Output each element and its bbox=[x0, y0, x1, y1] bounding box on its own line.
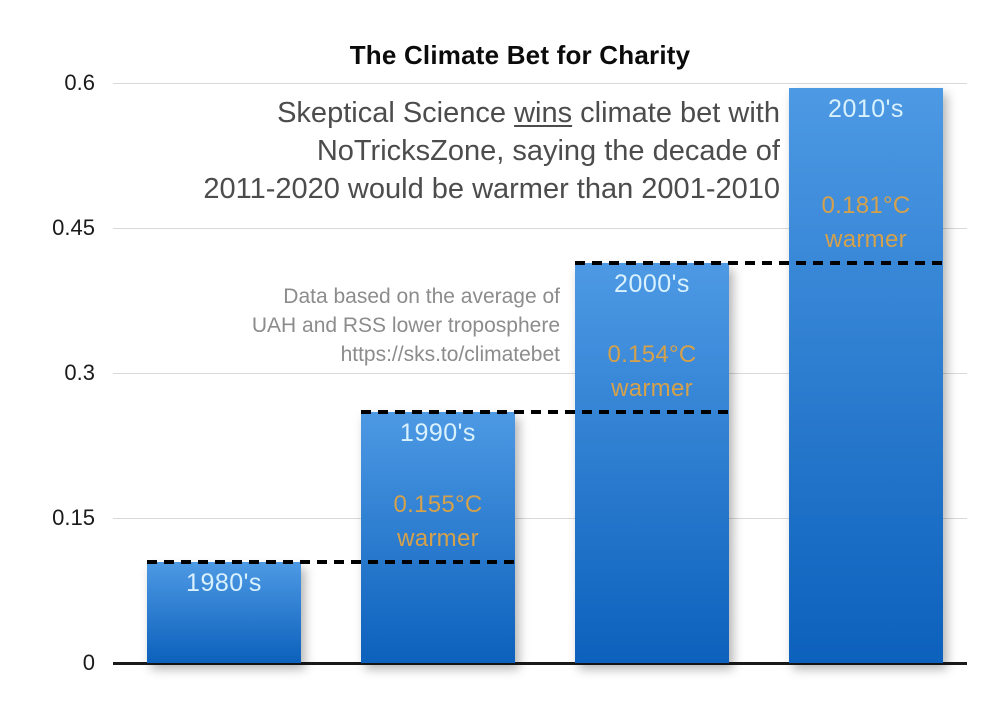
subtitle-line-1: Skeptical Science wins climate bet with bbox=[80, 94, 780, 132]
x-axis-line bbox=[113, 661, 967, 665]
bar-category-label: 2010's bbox=[828, 94, 904, 123]
subtitle-line-1-post: climate bet with bbox=[572, 97, 780, 129]
gridline-0.6 bbox=[113, 82, 967, 84]
bar-warmer-annotation: 0.181°C warmer bbox=[821, 191, 911, 253]
note-line-2: UAH and RSS lower troposphere bbox=[251, 314, 560, 337]
chart-subtitle: Skeptical Science wins climate bet with … bbox=[80, 94, 780, 208]
bar-warmer-annotation: 0.155°C warmer bbox=[393, 490, 483, 552]
bar-2000s: 2000's bbox=[575, 262, 729, 663]
subtitle-line-1-pre: Skeptical Science bbox=[277, 97, 515, 129]
y-axis-tick-label: 0.15 bbox=[52, 505, 95, 530]
subtitle-line-3: 2011-2020 would be warmer than 2001-2010 bbox=[203, 173, 780, 205]
gridline-0.3 bbox=[113, 372, 967, 374]
subtitle-line-2: NoTricksZone, saying the decade of bbox=[316, 135, 780, 167]
y-axis-tick-label: 0.3 bbox=[64, 360, 95, 385]
note-line-1: Data based on the average of bbox=[283, 285, 560, 308]
bar-1980s: 1980's bbox=[147, 561, 301, 663]
bar-category-label: 1980's bbox=[186, 568, 262, 597]
y-axis-tick-label: 0 bbox=[82, 650, 95, 675]
bar-category-label: 1990's bbox=[400, 418, 476, 447]
data-source-note: Data based on the average of UAH and RSS… bbox=[140, 282, 560, 369]
dashed-reference-line bbox=[361, 409, 729, 414]
gridline-0.15 bbox=[113, 517, 967, 519]
gridline-0.45 bbox=[113, 227, 967, 229]
bar-warmer-annotation: 0.154°C warmer bbox=[607, 340, 697, 402]
bar-1990s: 1990's bbox=[361, 411, 515, 663]
dashed-reference-line bbox=[575, 260, 943, 265]
bar-2010s: 2010's bbox=[789, 87, 943, 663]
note-url: https://sks.to/climatebet bbox=[340, 343, 560, 366]
bar-category-label: 2000's bbox=[614, 269, 690, 298]
y-axis-tick-label: 0.45 bbox=[52, 215, 95, 240]
chart-title: The Climate Bet for Charity bbox=[349, 40, 691, 70]
subtitle-underlined-word: wins bbox=[514, 97, 573, 129]
y-axis-tick-label: 0.6 bbox=[64, 70, 95, 95]
dashed-reference-line bbox=[147, 559, 515, 564]
